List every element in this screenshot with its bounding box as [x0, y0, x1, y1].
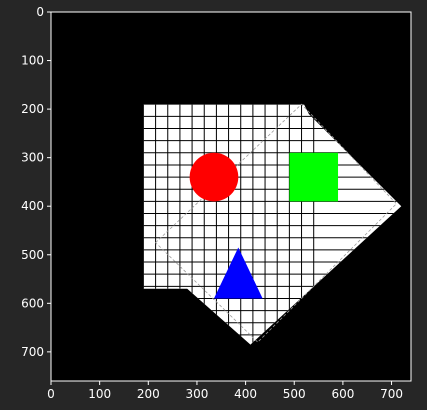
plot-frame: [50, 11, 412, 382]
y-tick-label: 500: [21, 248, 44, 262]
x-tick-label: 0: [47, 387, 55, 401]
x-tick-label: 700: [380, 387, 403, 401]
blue-triangle: [213, 247, 263, 299]
y-tick-label: 200: [21, 102, 44, 116]
green-square: [289, 152, 339, 202]
x-tick-label: 600: [331, 387, 354, 401]
y-tick-label: 100: [21, 54, 44, 68]
x-tick-label: 200: [137, 387, 160, 401]
y-tick-label: 600: [21, 296, 44, 310]
x-tick-label: 300: [185, 387, 208, 401]
x-tick-label: 400: [234, 387, 257, 401]
x-tick-label: 500: [283, 387, 306, 401]
y-tick-label: 400: [21, 199, 44, 213]
dashed-outline: [155, 103, 397, 343]
red-circle: [189, 152, 239, 202]
x-axis: 0 100 200 300 400 500 600 700: [47, 381, 403, 401]
x-tick-label: 100: [88, 387, 111, 401]
y-tick-label: 0: [36, 5, 44, 19]
y-tick-label: 300: [21, 151, 44, 165]
y-tick-label: 700: [21, 345, 44, 359]
y-axis: 0 100 200 300 400 500 600 700: [21, 5, 51, 359]
